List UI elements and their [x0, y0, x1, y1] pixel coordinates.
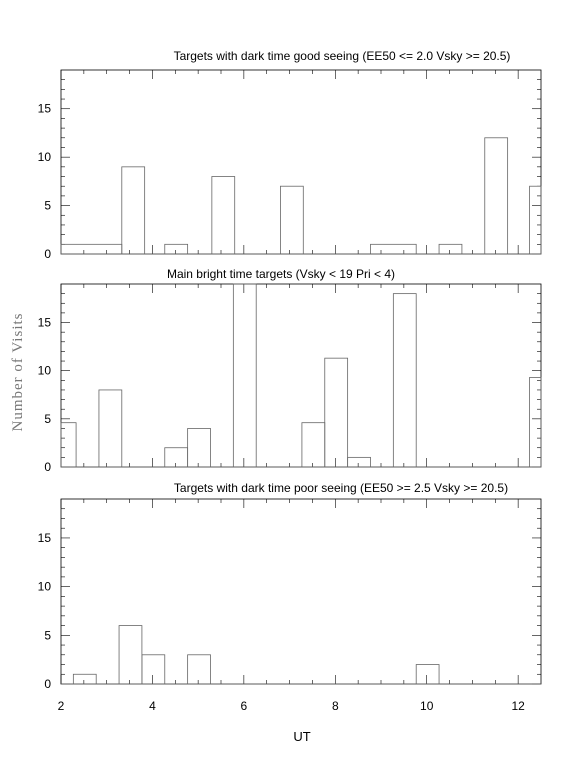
x-tick-label: 6 — [241, 699, 248, 713]
panel-title: Targets with dark time good seeing (EE50… — [174, 49, 511, 63]
y-axis-label: Number of Visits — [10, 313, 26, 432]
y-tick-label: 10 — [38, 580, 52, 594]
panel-bright-time: Main bright time targets (Vsky < 19 Pri … — [38, 267, 542, 474]
panel-title: Main bright time targets (Vsky < 19 Pri … — [167, 267, 395, 281]
x-tick-label: 10 — [420, 699, 434, 713]
histogram-bar — [280, 185, 304, 255]
y-tick-label: 15 — [38, 102, 52, 116]
histogram-bar — [529, 185, 542, 255]
y-tick-label: 5 — [44, 412, 51, 426]
y-tick-label: 0 — [44, 460, 51, 474]
histogram-bar — [347, 456, 371, 468]
x-tick-label: 8 — [332, 699, 339, 713]
y-tick-label: 10 — [38, 150, 52, 164]
histogram-bar — [164, 243, 189, 255]
y-tick-label: 15 — [38, 316, 52, 330]
y-tick-label: 5 — [44, 628, 51, 642]
panel-dark-poor-seeing: Targets with dark time poor seeing (EE50… — [38, 481, 542, 713]
histogram-bar — [324, 357, 349, 468]
y-tick-label: 15 — [38, 531, 52, 545]
histogram-bar — [370, 243, 417, 255]
histogram-bar — [232, 283, 257, 468]
histogram-bar — [60, 422, 77, 468]
histogram-bar — [392, 293, 417, 468]
y-tick-label: 0 — [44, 677, 51, 691]
panel-title: Targets with dark time poor seeing (EE50… — [174, 481, 508, 495]
histogram-bar — [484, 137, 509, 255]
histogram-bar — [438, 243, 463, 255]
x-tick-label: 12 — [511, 699, 525, 713]
histogram-bar — [187, 428, 211, 468]
y-tick-label: 5 — [44, 199, 51, 213]
histogram-bar — [72, 673, 97, 685]
y-tick-label: 0 — [44, 247, 51, 261]
y-tick-label: 10 — [38, 364, 52, 378]
histogram-bar — [98, 389, 123, 468]
x-tick-label: 4 — [149, 699, 156, 713]
x-tick-label: 2 — [58, 699, 65, 713]
panel-dark-good-seeing: Targets with dark time good seeing (EE50… — [38, 49, 542, 261]
x-axis-label: UT — [293, 729, 310, 744]
histogram-bar — [141, 654, 166, 685]
histogram-bar — [187, 654, 211, 685]
histogram-bar — [415, 664, 440, 685]
histogram-bar — [211, 176, 236, 255]
histogram-bar — [529, 377, 542, 468]
histogram-bar — [121, 166, 146, 255]
